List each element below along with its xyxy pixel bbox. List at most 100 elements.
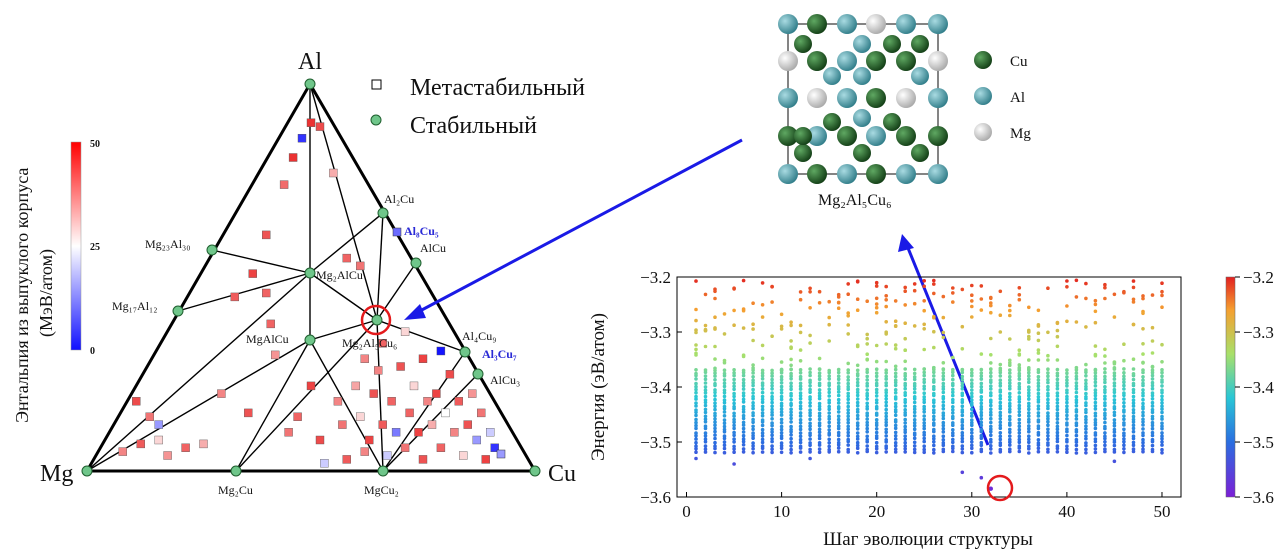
energy-point xyxy=(989,361,993,365)
energy-point xyxy=(1122,391,1126,395)
energy-point xyxy=(1074,381,1079,385)
energy-point xyxy=(732,387,736,392)
energy-point xyxy=(1074,443,1079,448)
energy-point xyxy=(1036,384,1041,389)
energy-point xyxy=(846,387,850,392)
energy-point xyxy=(770,391,774,395)
energy-point xyxy=(855,407,860,412)
energy-point xyxy=(1017,449,1022,454)
label-mgalcu: MgAlCu xyxy=(246,332,289,346)
energy-point xyxy=(1093,447,1098,451)
energy-point xyxy=(1084,441,1088,445)
energy-point xyxy=(751,322,755,327)
energy-point xyxy=(1046,401,1050,405)
energy-point xyxy=(751,441,755,445)
energy-point xyxy=(1150,400,1155,405)
energy-point xyxy=(722,446,727,451)
energy-point xyxy=(941,330,946,335)
legend-mg-icon xyxy=(974,123,992,141)
energy-point xyxy=(998,426,1003,431)
lowest-energy-point xyxy=(988,486,993,491)
energy-point xyxy=(1065,388,1069,393)
energy-point xyxy=(1074,278,1079,283)
energy-point xyxy=(960,418,965,422)
energy-point xyxy=(713,394,717,398)
energy-point xyxy=(865,381,869,386)
energy-point xyxy=(1122,417,1126,422)
energy-point xyxy=(1027,388,1031,392)
energy-point xyxy=(1055,328,1060,333)
energy-point xyxy=(865,434,869,439)
energy-point xyxy=(1046,411,1050,415)
energy-point xyxy=(941,377,946,382)
energy-point xyxy=(1122,421,1126,425)
energy-point xyxy=(760,400,765,405)
energy-point xyxy=(1150,386,1155,391)
atom-al xyxy=(837,51,857,71)
energy-point xyxy=(941,438,946,442)
energy-point xyxy=(960,324,965,329)
energy-point xyxy=(846,332,850,336)
energy-point xyxy=(865,378,869,382)
energy-point xyxy=(1084,430,1088,435)
energy-point xyxy=(760,444,765,449)
energy-point xyxy=(1036,407,1041,411)
energy-point xyxy=(1150,351,1155,355)
energy-point xyxy=(1122,342,1126,347)
energy-point xyxy=(932,378,936,382)
energy-point xyxy=(932,408,936,412)
energy-point xyxy=(751,413,755,418)
metastable-point xyxy=(423,397,432,406)
energy-point xyxy=(998,289,1003,294)
energy-point xyxy=(1046,374,1050,379)
energy-point xyxy=(951,370,955,375)
energy-point xyxy=(732,394,736,399)
energy-point xyxy=(1046,397,1050,402)
energy-point xyxy=(741,377,746,382)
energy-point xyxy=(874,359,879,364)
energy-point xyxy=(979,401,984,406)
energy-point xyxy=(912,375,917,379)
energy-point xyxy=(789,384,793,389)
energy-point xyxy=(1122,371,1126,375)
energy-point xyxy=(874,430,879,435)
energy-point xyxy=(798,440,803,445)
energy-point xyxy=(1074,384,1079,388)
energy-point xyxy=(979,420,984,425)
energy-point xyxy=(922,414,926,418)
metastable-point xyxy=(136,439,146,449)
energy-point xyxy=(1046,384,1050,389)
vertex-label-cu: Cu xyxy=(548,461,576,487)
energy-point xyxy=(874,305,879,310)
energy-point xyxy=(989,410,993,415)
energy-point xyxy=(884,320,888,324)
energy-point xyxy=(770,447,774,452)
energy-point xyxy=(912,377,917,382)
energy-point-outlier xyxy=(1112,459,1117,464)
energy-point xyxy=(1131,440,1136,445)
energy-point xyxy=(798,450,803,454)
energy-point xyxy=(760,418,765,422)
energy-point xyxy=(912,440,917,445)
energy-point xyxy=(817,356,822,361)
energy-point xyxy=(779,413,784,417)
energy-point xyxy=(1141,431,1145,435)
colorbar-tick-label: −3.5 xyxy=(1243,433,1274,452)
energy-point xyxy=(722,404,727,409)
energy-point xyxy=(1093,374,1098,379)
energy-point xyxy=(884,407,888,412)
metastable-point xyxy=(378,339,387,348)
energy-point xyxy=(751,381,755,385)
energy-point xyxy=(1008,440,1012,444)
energy-point xyxy=(941,434,946,439)
energy-point xyxy=(1084,417,1088,422)
energy-point xyxy=(1160,384,1164,388)
energy-point xyxy=(1112,447,1117,452)
energy-point xyxy=(741,443,746,447)
energy-point xyxy=(903,386,907,391)
energy-point xyxy=(855,390,860,395)
energy-point xyxy=(1160,397,1164,402)
energy-point xyxy=(789,387,793,392)
x-axis-label: Шаг эволюции структуры xyxy=(823,529,1033,550)
energy-point xyxy=(817,301,822,305)
